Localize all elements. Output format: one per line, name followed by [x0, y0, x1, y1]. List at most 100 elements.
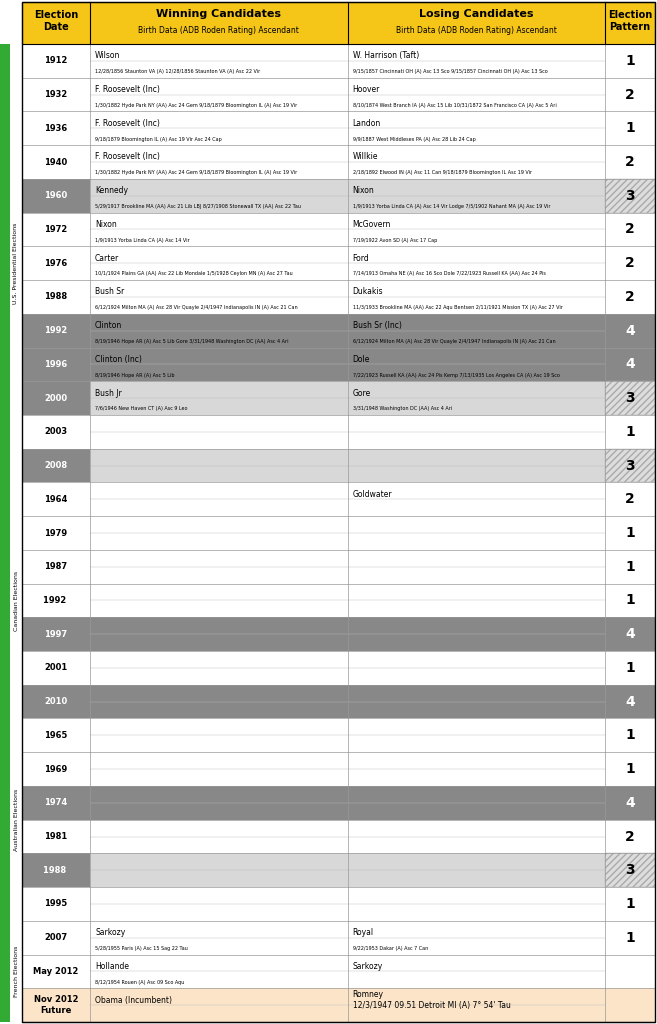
Text: 4: 4	[625, 357, 635, 372]
Bar	[22, 482, 90, 516]
Text: 2001: 2001	[45, 664, 68, 673]
Bar	[22, 651, 90, 685]
Text: Clinton (Inc): Clinton (Inc)	[95, 355, 142, 364]
Bar	[90, 819, 605, 853]
Text: Nixon: Nixon	[95, 220, 117, 229]
Bar	[22, 415, 90, 449]
Text: Royal: Royal	[353, 928, 374, 937]
Text: Romney
12/3/1947 09.51 Detroit MI (A) 7° 54' Tau: Romney 12/3/1947 09.51 Detroit MI (A) 7°…	[353, 990, 510, 1010]
Bar	[90, 44, 605, 78]
Text: 3: 3	[625, 459, 635, 472]
Bar	[22, 584, 90, 617]
Text: 1: 1	[625, 526, 635, 540]
Text: 5/28/1955 Paris (A) Asc 15 Sag 22 Tau: 5/28/1955 Paris (A) Asc 15 Sag 22 Tau	[95, 946, 188, 951]
Bar	[605, 516, 655, 550]
Bar	[90, 887, 605, 921]
Bar	[90, 213, 605, 247]
Bar	[90, 313, 605, 347]
Text: Landon: Landon	[353, 119, 381, 128]
Bar	[90, 853, 605, 887]
Text: 7/22/1923 Russell KA (AA) Asc 24 Pis Kemp 7/13/1935 Los Angeles CA (A) Asc 19 Sc: 7/22/1923 Russell KA (AA) Asc 24 Pis Kem…	[353, 373, 559, 378]
Text: 8/19/1946 Hope AR (A) Asc 5 Lib: 8/19/1946 Hope AR (A) Asc 5 Lib	[95, 373, 175, 378]
Text: Losing Candidates: Losing Candidates	[419, 9, 533, 18]
Bar	[90, 145, 605, 179]
Bar	[605, 213, 655, 247]
Text: 3: 3	[625, 863, 635, 878]
Text: Dukakis: Dukakis	[353, 288, 383, 296]
Bar	[605, 415, 655, 449]
Bar	[22, 853, 90, 887]
Text: May 2012: May 2012	[34, 967, 79, 976]
Bar	[90, 584, 605, 617]
Text: 2: 2	[625, 256, 635, 270]
Text: 1974: 1974	[45, 799, 68, 807]
Text: 2: 2	[625, 829, 635, 844]
Bar	[605, 482, 655, 516]
Bar	[605, 719, 655, 753]
Bar	[22, 381, 90, 415]
Bar	[605, 44, 655, 78]
Text: 6/12/1924 Milton MA (A) Asc 28 Vir Quayle 2/4/1947 Indianapolis IN (A) Asc 21 Ca: 6/12/1924 Milton MA (A) Asc 28 Vir Quayl…	[95, 305, 298, 310]
Bar	[22, 988, 90, 1022]
Bar	[22, 617, 90, 651]
Bar	[90, 753, 605, 786]
Text: 3/31/1948 Washington DC (AA) Asc 4 Ari: 3/31/1948 Washington DC (AA) Asc 4 Ari	[353, 407, 452, 412]
Bar	[22, 786, 90, 819]
Text: Kennedy: Kennedy	[95, 186, 128, 196]
Text: 1: 1	[625, 762, 635, 776]
Text: 1936: 1936	[45, 124, 68, 133]
Bar	[22, 247, 90, 281]
Bar	[605, 145, 655, 179]
Bar	[605, 819, 655, 853]
Text: Election
Pattern: Election Pattern	[608, 10, 652, 32]
Bar	[605, 584, 655, 617]
Bar	[90, 617, 605, 651]
Text: Clinton: Clinton	[95, 322, 122, 330]
Text: Dole: Dole	[353, 355, 370, 364]
Bar	[605, 112, 655, 145]
Text: F. Roosevelt (Inc): F. Roosevelt (Inc)	[95, 119, 160, 128]
Text: 2: 2	[625, 222, 635, 237]
Text: 1: 1	[625, 931, 635, 945]
Text: Bush Sr: Bush Sr	[95, 288, 124, 296]
Text: Nixon: Nixon	[353, 186, 374, 196]
Text: 1: 1	[625, 728, 635, 742]
Text: 2008: 2008	[45, 461, 68, 470]
Text: 1: 1	[625, 660, 635, 675]
Text: 1/9/1913 Yorba Linda CA (A) Asc 14 Vir Lodge 7/5/1902 Nahant MA (A) Asc 19 Vir: 1/9/1913 Yorba Linda CA (A) Asc 14 Vir L…	[353, 204, 550, 209]
Text: Canadian Elections: Canadian Elections	[14, 570, 18, 631]
Text: Bush Jr: Bush Jr	[95, 388, 122, 397]
Text: Sarkozy: Sarkozy	[95, 928, 125, 937]
Text: 1: 1	[625, 897, 635, 911]
Bar	[90, 415, 605, 449]
Text: 9/22/1953 Dakar (A) Asc 7 Can: 9/22/1953 Dakar (A) Asc 7 Can	[353, 946, 428, 951]
Text: Australian Elections: Australian Elections	[14, 788, 18, 851]
Text: 1/9/1913 Yorba Linda CA (A) Asc 14 Vir: 1/9/1913 Yorba Linda CA (A) Asc 14 Vir	[95, 238, 190, 243]
Text: 2003: 2003	[45, 427, 68, 436]
Bar	[90, 112, 605, 145]
Bar	[90, 516, 605, 550]
Bar	[605, 449, 655, 482]
Text: 1972: 1972	[45, 225, 68, 233]
Text: Birth Data (ADB Roden Rating) Ascendant: Birth Data (ADB Roden Rating) Ascendant	[139, 26, 299, 35]
Text: 1: 1	[625, 54, 635, 68]
Text: 1912: 1912	[44, 56, 68, 66]
Text: 1969: 1969	[45, 765, 68, 773]
Bar	[22, 78, 90, 112]
Text: Election
Date: Election Date	[34, 10, 78, 32]
Text: Hollande: Hollande	[95, 962, 129, 971]
Bar	[90, 651, 605, 685]
Bar	[605, 617, 655, 651]
Bar	[605, 347, 655, 381]
Text: 2: 2	[625, 155, 635, 169]
Text: 2007: 2007	[45, 933, 68, 942]
Text: 1: 1	[625, 594, 635, 607]
Bar	[605, 247, 655, 281]
Bar	[605, 381, 655, 415]
Bar	[90, 179, 605, 213]
Bar	[22, 887, 90, 921]
Text: 1: 1	[625, 121, 635, 135]
Text: 1964: 1964	[44, 495, 68, 504]
Bar	[605, 954, 655, 988]
Text: Obama (Incumbent): Obama (Incumbent)	[95, 995, 172, 1005]
